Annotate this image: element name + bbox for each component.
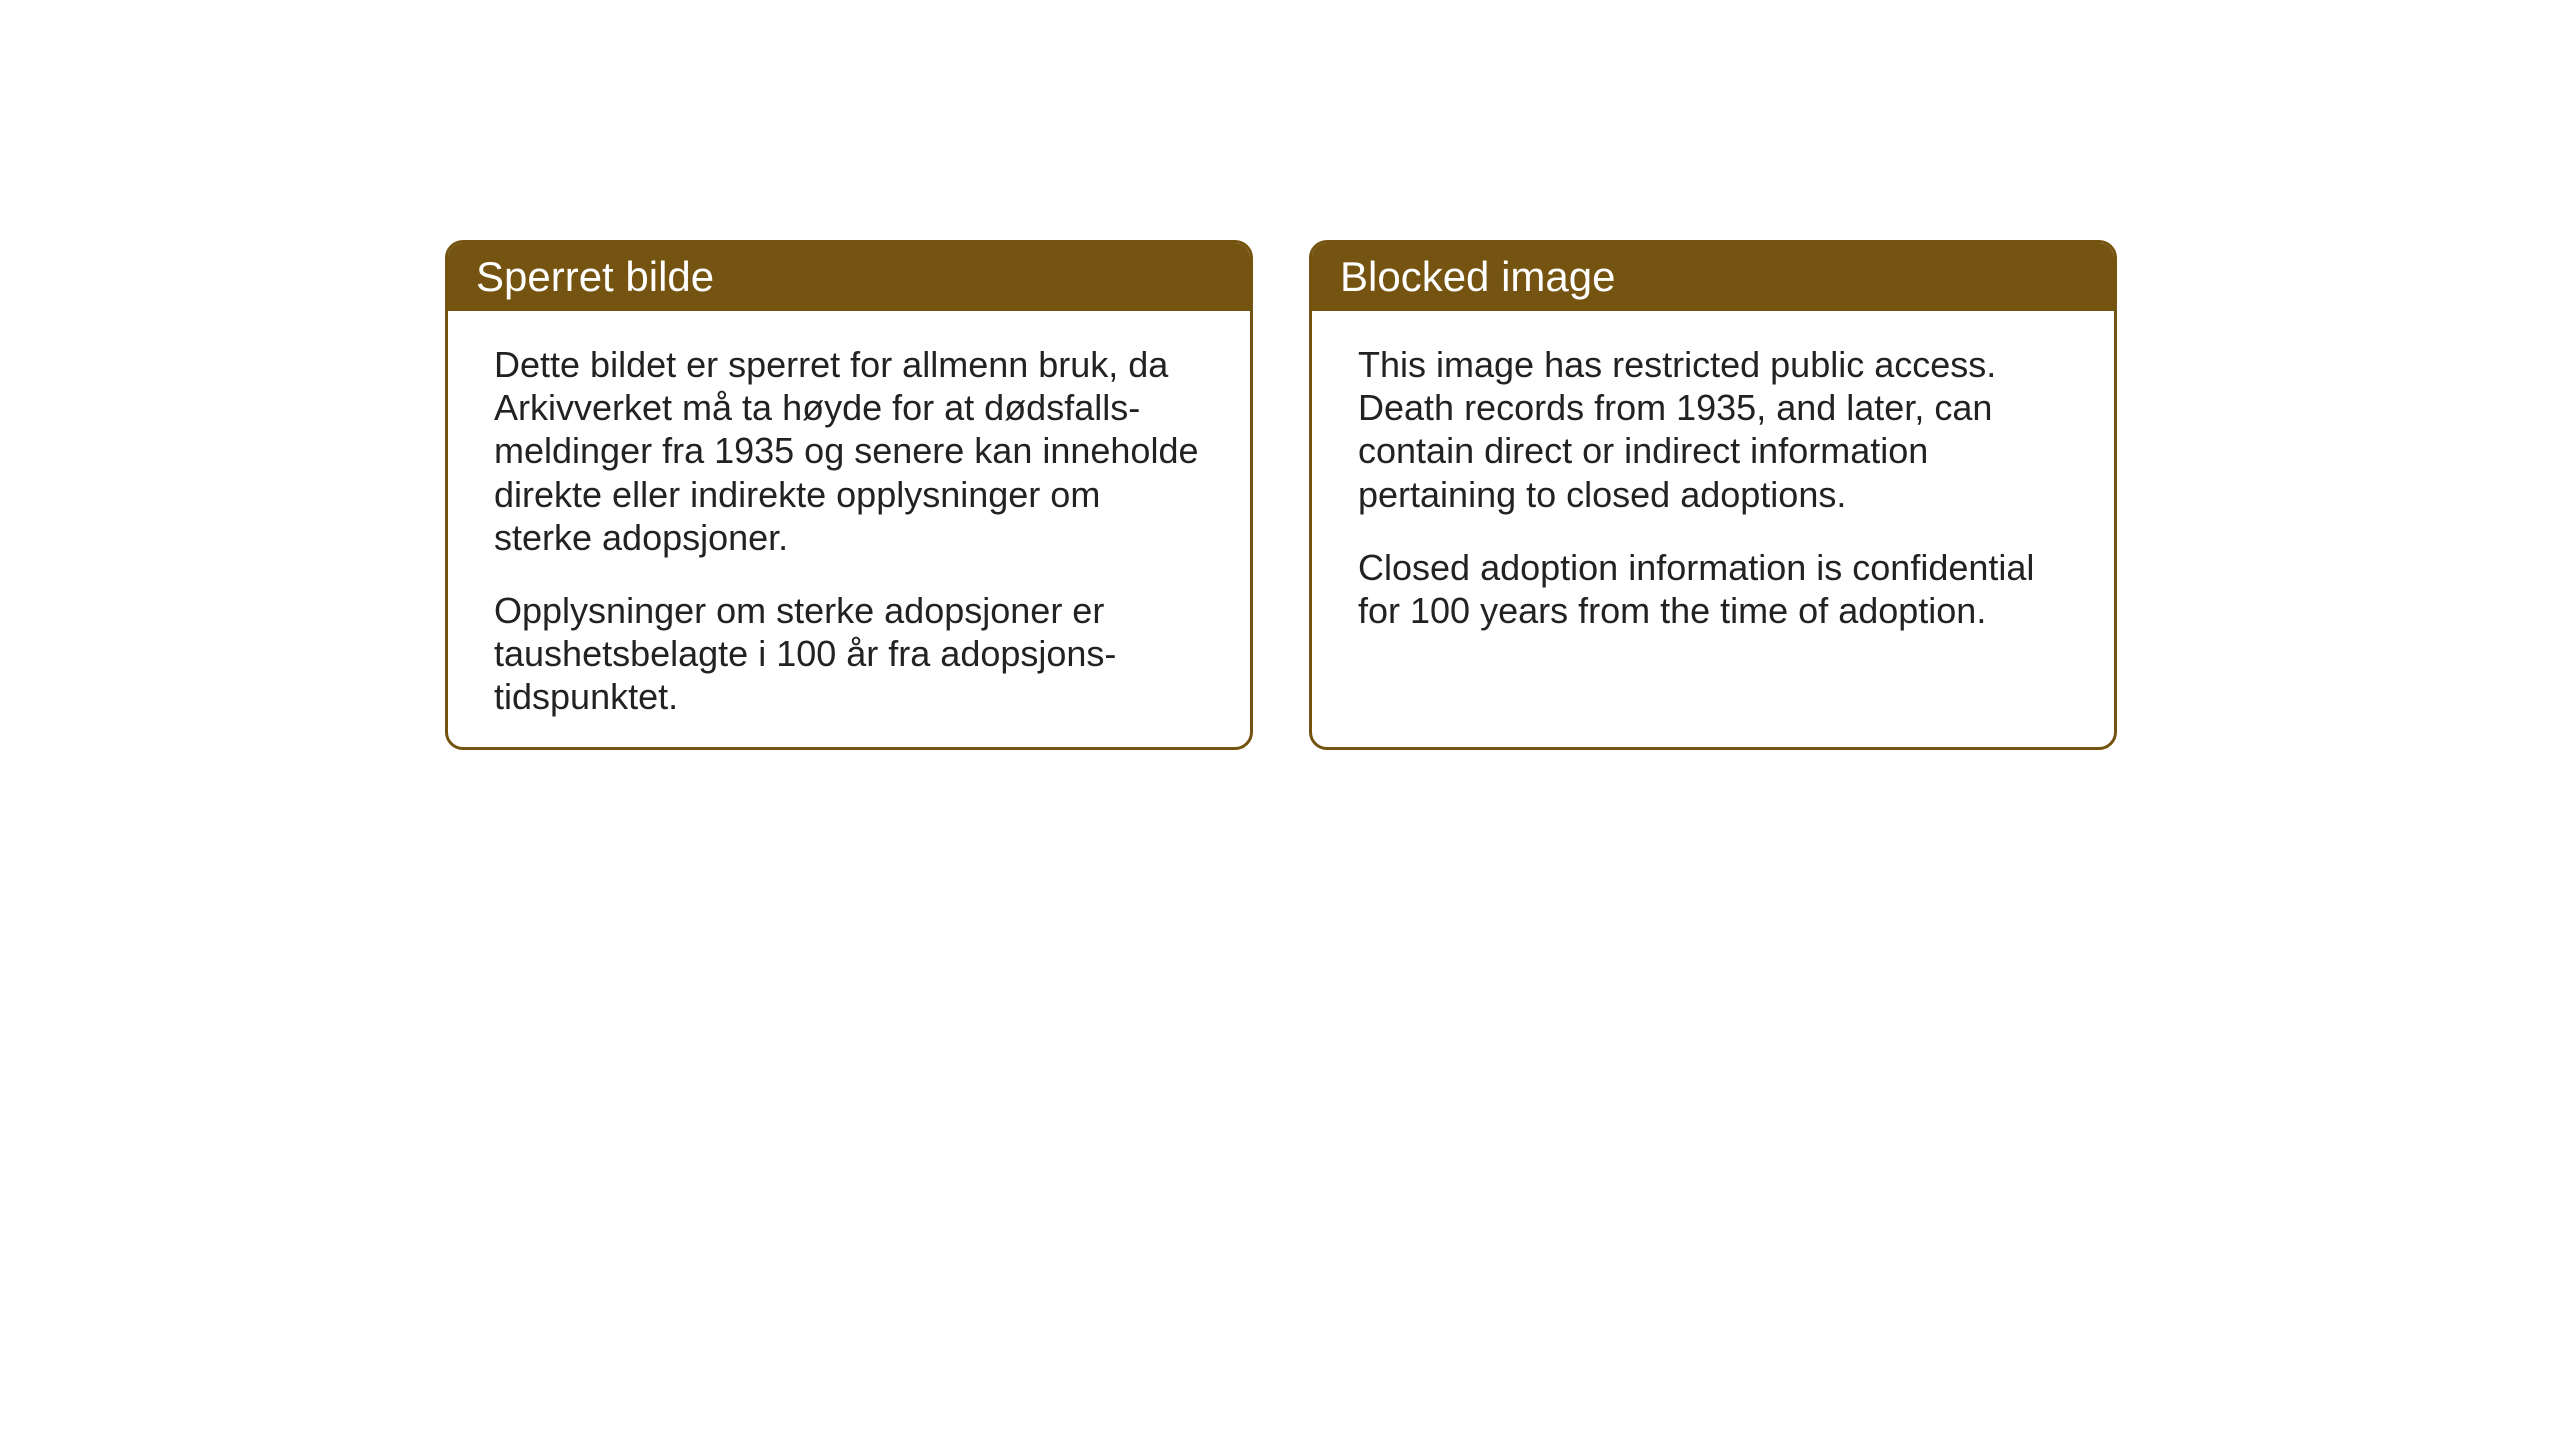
- card-paragraph-english-1: This image has restricted public access.…: [1358, 343, 2068, 516]
- card-header-norwegian: Sperret bilde: [448, 243, 1250, 311]
- card-paragraph-norwegian-2: Opplysninger om sterke adopsjoner er tau…: [494, 589, 1204, 719]
- notice-card-norwegian: Sperret bilde Dette bildet er sperret fo…: [445, 240, 1253, 750]
- card-header-english: Blocked image: [1312, 243, 2114, 311]
- card-title-english: Blocked image: [1340, 253, 1615, 300]
- card-paragraph-norwegian-1: Dette bildet er sperret for allmenn bruk…: [494, 343, 1204, 559]
- card-title-norwegian: Sperret bilde: [476, 253, 714, 300]
- card-body-norwegian: Dette bildet er sperret for allmenn bruk…: [448, 311, 1250, 750]
- card-body-english: This image has restricted public access.…: [1312, 311, 2114, 664]
- notice-card-english: Blocked image This image has restricted …: [1309, 240, 2117, 750]
- card-paragraph-english-2: Closed adoption information is confident…: [1358, 546, 2068, 632]
- notice-cards-container: Sperret bilde Dette bildet er sperret fo…: [445, 240, 2117, 750]
